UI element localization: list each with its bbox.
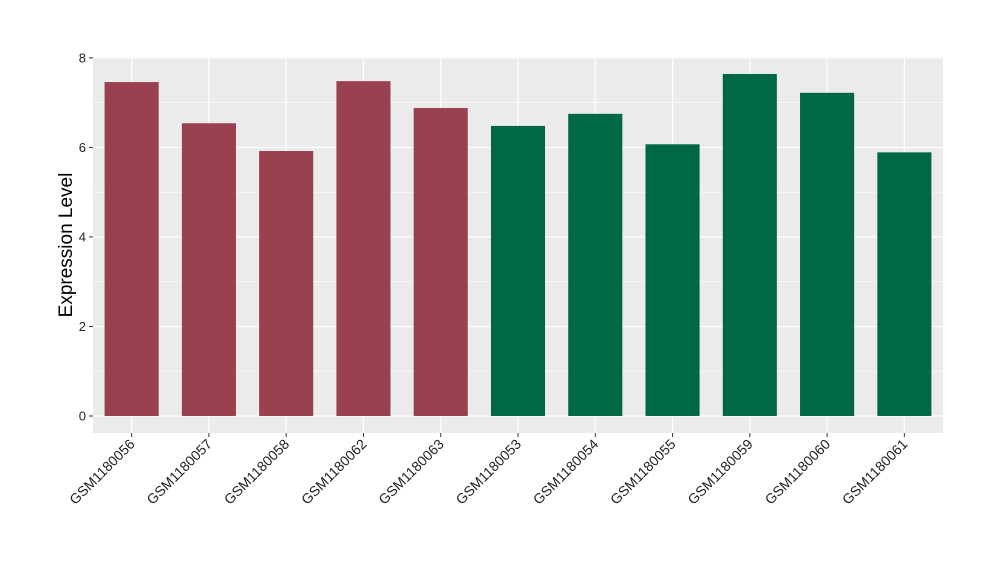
bar <box>877 152 932 416</box>
x-tick-label: GSM1180060 <box>762 436 834 508</box>
bar <box>800 92 855 416</box>
y-tick-label: 6 <box>79 140 86 155</box>
x-tick-label: GSM1180058 <box>221 436 293 508</box>
y-tick-label: 0 <box>79 408 86 423</box>
bar <box>722 74 777 416</box>
x-tick-label: GSM1180059 <box>684 436 756 508</box>
bar <box>181 123 236 416</box>
bar <box>490 125 546 416</box>
y-axis-title: Expression Level <box>56 173 77 318</box>
x-tick-label: GSM1180053 <box>452 436 524 508</box>
y-tick-label: 2 <box>79 319 86 334</box>
x-tick-label: GSM1180061 <box>839 436 911 508</box>
x-tick-label: GSM1180055 <box>607 436 679 508</box>
bar <box>645 144 700 416</box>
y-tick-label: 4 <box>79 229 86 244</box>
bar <box>104 82 159 416</box>
x-tick-label: GSM1180054 <box>530 436 602 508</box>
bar <box>568 113 623 416</box>
x-tick-label: GSM1180062 <box>298 436 370 508</box>
bar <box>259 151 314 416</box>
x-tick-label: GSM1180063 <box>375 436 447 508</box>
bar <box>413 108 468 416</box>
x-tick-label: GSM1180057 <box>143 436 215 508</box>
bar <box>336 81 391 416</box>
x-tick-label: GSM1180056 <box>66 436 138 508</box>
y-tick-label: 8 <box>79 50 86 65</box>
